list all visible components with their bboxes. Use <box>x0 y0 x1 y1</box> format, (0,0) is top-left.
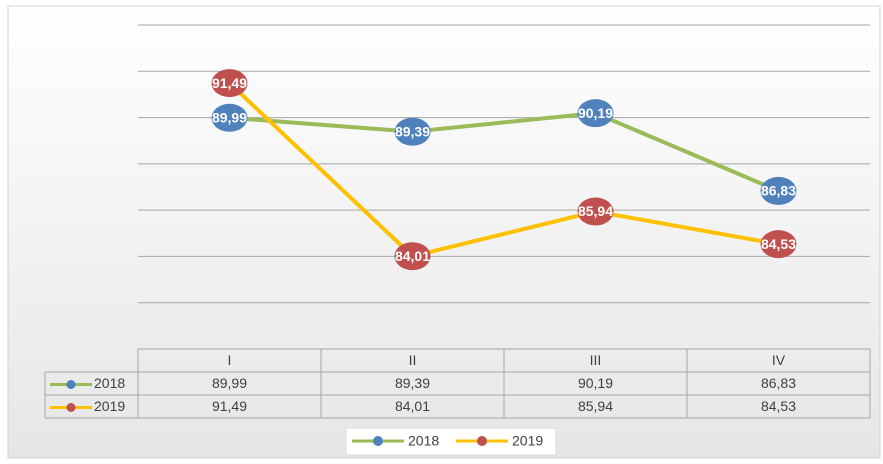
legend-label: 2019 <box>512 433 543 449</box>
marker <box>394 117 431 146</box>
series-line <box>228 81 779 259</box>
table-row-label: 2018 <box>94 375 125 391</box>
table-cell: 86,83 <box>761 375 796 391</box>
marker <box>394 242 431 271</box>
marker <box>211 103 248 132</box>
table-cell: 84,01 <box>395 398 430 414</box>
x-tick-label: I <box>228 352 232 368</box>
table-cell: 85,94 <box>578 398 613 414</box>
data-label: 89,39 <box>395 123 430 139</box>
marker <box>760 176 797 205</box>
data-label: 89,99 <box>212 110 247 126</box>
table-cell: 90,19 <box>578 375 613 391</box>
data-label: 90,19 <box>578 105 613 121</box>
x-tick-label: IV <box>772 352 786 368</box>
x-tick-label: II <box>409 352 417 368</box>
marker <box>211 69 248 98</box>
data-label: 86,83 <box>761 183 796 199</box>
table-cell: 89,39 <box>395 375 430 391</box>
chart-frame <box>7 5 881 459</box>
legend-key-marker <box>373 436 383 446</box>
marker <box>577 99 614 128</box>
legend-label: 2018 <box>408 433 439 449</box>
series-line <box>229 111 780 193</box>
legend-box <box>345 427 557 456</box>
table-cell: 91,49 <box>212 398 247 414</box>
legend-key-marker <box>66 403 76 412</box>
x-tick-label: III <box>590 352 602 368</box>
marker <box>760 230 797 259</box>
legend-key-marker <box>66 380 76 389</box>
data-label: 85,94 <box>578 203 613 219</box>
data-label: 91,49 <box>212 75 247 91</box>
table-row-label: 2019 <box>94 398 125 414</box>
data-label: 84,53 <box>761 236 796 252</box>
table-cell: 84,53 <box>761 398 796 414</box>
marker <box>577 197 614 226</box>
legend-key-marker <box>477 436 487 446</box>
table-cell: 89,99 <box>212 375 247 391</box>
data-label: 84,01 <box>395 248 430 264</box>
